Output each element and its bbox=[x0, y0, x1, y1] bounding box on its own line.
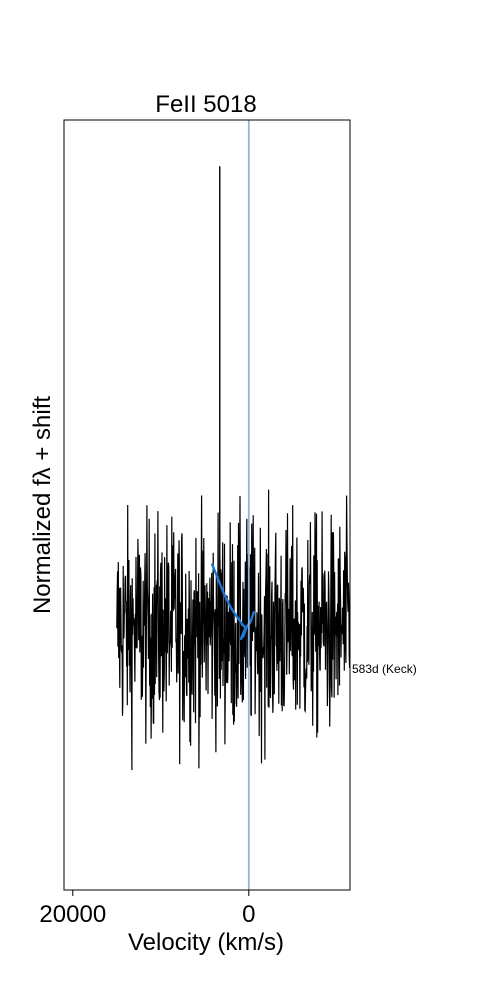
chart-title: FeII 5018 bbox=[155, 91, 256, 118]
x-axis-ticks: 20000 0 bbox=[39, 890, 255, 928]
epoch-annotation: 583d (Keck) bbox=[352, 662, 417, 676]
spectrum-line bbox=[116, 489, 350, 771]
model-line bbox=[210, 563, 256, 641]
x-axis-label: Velocity (km/s) bbox=[128, 929, 284, 956]
x-tick-label: 20000 bbox=[39, 901, 106, 928]
y-axis-label: Normalized fλ + shift bbox=[29, 396, 56, 614]
model-series bbox=[210, 563, 256, 641]
spectrum-series bbox=[116, 166, 350, 771]
x-tick-label: 0 bbox=[242, 901, 255, 928]
plot-frame bbox=[63, 119, 351, 891]
